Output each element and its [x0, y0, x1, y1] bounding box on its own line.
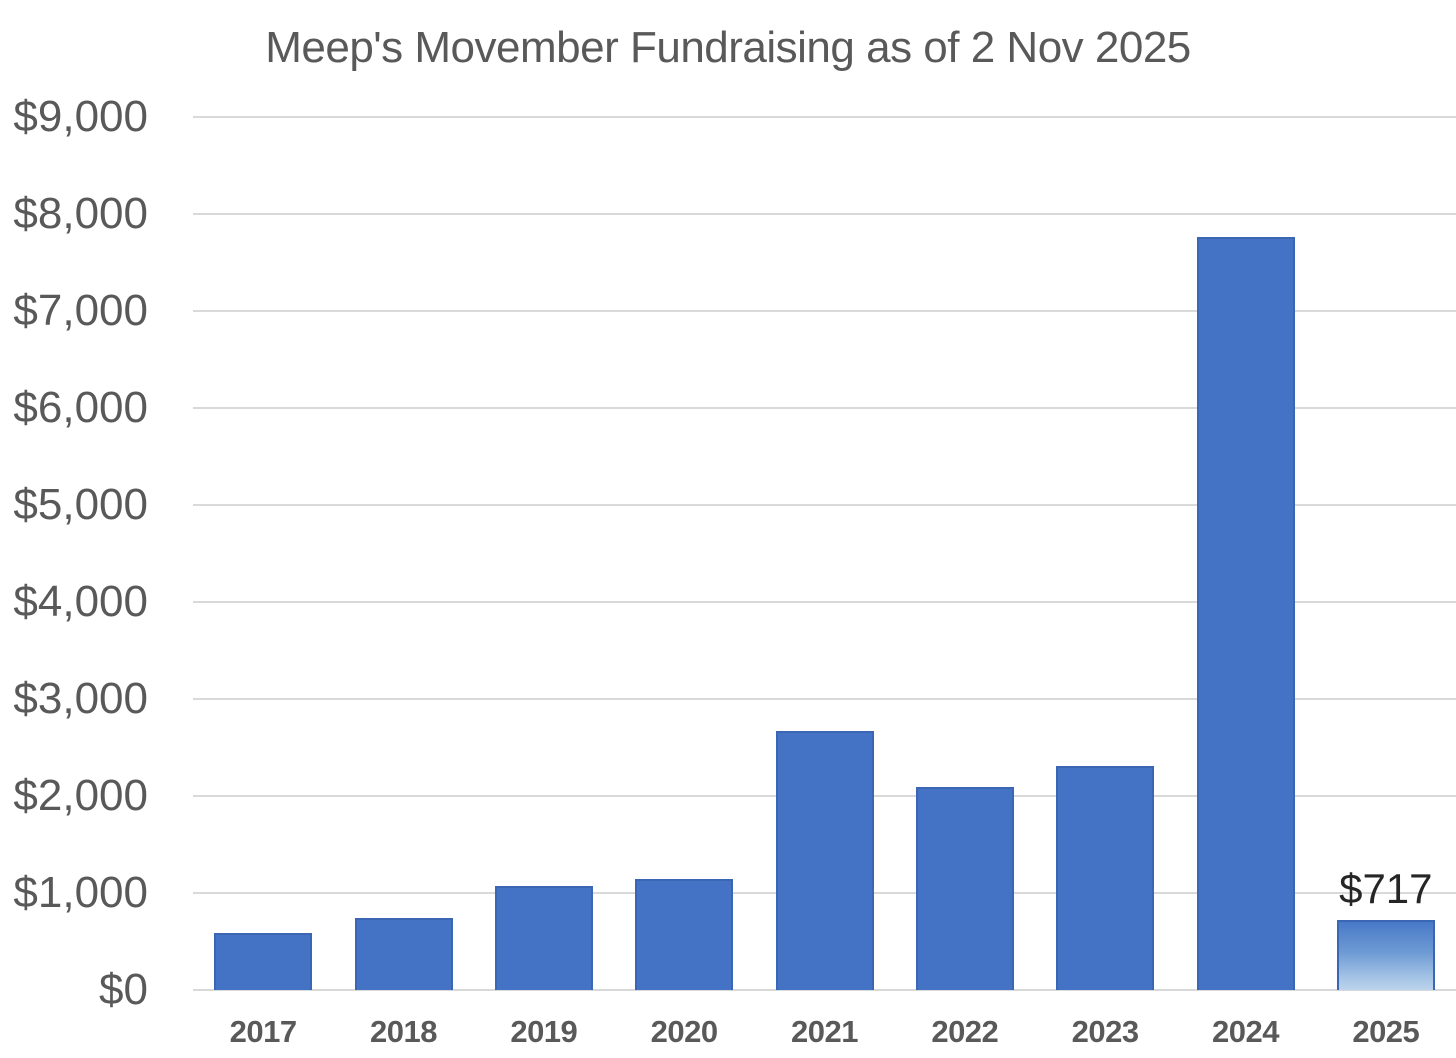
y-tick-label: $7,000: [13, 286, 148, 335]
y-tick-label: $8,000: [13, 189, 148, 238]
bar-2023: [1056, 765, 1155, 990]
x-tick-label-2020: 2020: [650, 1014, 718, 1049]
y-tick-label: $0: [99, 965, 148, 1014]
y-tick-label: $9,000: [13, 92, 148, 141]
x-tick-label-2018: 2018: [370, 1014, 437, 1049]
bar-value-label: $717: [1339, 865, 1433, 913]
gridline: [193, 310, 1456, 312]
x-tick-label-2022: 2022: [931, 1014, 999, 1049]
y-tick-label: $6,000: [13, 383, 148, 432]
x-tick-label-2023: 2023: [1071, 1014, 1139, 1049]
gridline: [193, 116, 1456, 118]
bar-2017: [214, 932, 313, 990]
bar-2020: [635, 878, 734, 990]
x-tick-label-2019: 2019: [510, 1014, 578, 1049]
y-tick-label: $2,000: [13, 771, 148, 820]
x-tick-label-2021: 2021: [791, 1014, 858, 1049]
y-tick-label: $4,000: [13, 577, 148, 626]
x-tick-label-2017: 2017: [229, 1014, 297, 1049]
x-tick-label-2024: 2024: [1212, 1014, 1279, 1049]
bar-2025: [1336, 920, 1435, 990]
gridline: [193, 407, 1456, 409]
chart-title: Meep's Movember Fundraising as of 2 Nov …: [265, 23, 1191, 72]
gridline: [193, 213, 1456, 215]
bar-2022: [915, 787, 1014, 990]
gridline: [193, 989, 1456, 991]
gridline: [193, 698, 1456, 700]
bar-2018: [354, 917, 453, 990]
bar-2019: [494, 885, 593, 990]
y-tick-label: $3,000: [13, 674, 148, 723]
bar-2024: [1196, 236, 1295, 990]
y-tick-label: $1,000: [13, 868, 148, 917]
gridline: [193, 601, 1456, 603]
gridline: [193, 504, 1456, 506]
bar-2021: [775, 731, 874, 990]
y-tick-label: $5,000: [13, 480, 148, 529]
x-tick-label-2025: 2025: [1352, 1014, 1420, 1049]
